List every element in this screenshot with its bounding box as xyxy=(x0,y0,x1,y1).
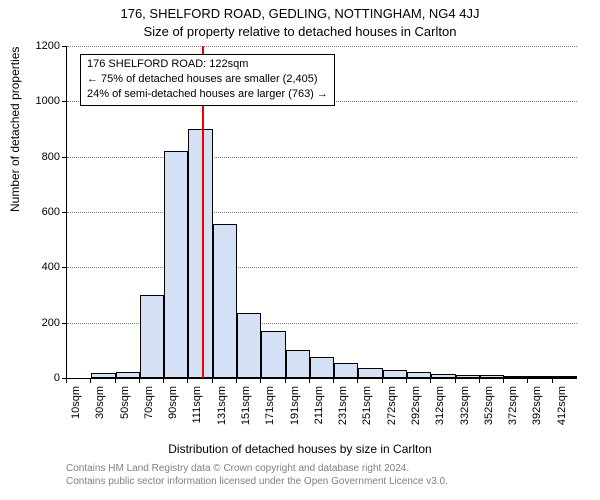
y-tick-label: 0 xyxy=(20,373,60,384)
histogram-bar xyxy=(188,129,212,378)
x-tick-label: 272sqm xyxy=(386,386,398,431)
x-tick-label: 352sqm xyxy=(483,386,495,431)
x-tick-mark xyxy=(260,379,261,383)
x-tick-mark xyxy=(115,379,116,383)
x-tick-mark xyxy=(455,379,456,383)
x-tick-mark xyxy=(236,379,237,383)
x-tick-mark xyxy=(552,379,553,383)
x-tick-label: 50sqm xyxy=(119,386,131,431)
histogram-bar xyxy=(91,373,115,378)
y-tick-mark xyxy=(62,323,66,324)
histogram-bar xyxy=(528,376,552,378)
histogram-bar xyxy=(286,350,310,378)
x-tick-label: 392sqm xyxy=(531,386,543,431)
histogram-bar xyxy=(213,224,237,378)
histogram-bar xyxy=(553,376,577,378)
y-tick-label: 400 xyxy=(20,262,60,273)
footer-attribution: Contains HM Land Registry data © Crown c… xyxy=(66,462,448,488)
y-tick-label: 1200 xyxy=(20,41,60,52)
chart-title-sub: Size of property relative to detached ho… xyxy=(0,24,600,39)
x-tick-label: 111sqm xyxy=(191,386,203,431)
footer-line-2: Contains public sector information licen… xyxy=(66,475,448,488)
x-tick-label: 211sqm xyxy=(313,386,325,431)
x-tick-label: 90sqm xyxy=(167,386,179,431)
histogram-bar xyxy=(237,313,261,378)
histogram-bar xyxy=(431,374,455,378)
histogram-bar xyxy=(504,376,528,378)
chart-title-main: 176, SHELFORD ROAD, GEDLING, NOTTINGHAM,… xyxy=(0,6,600,21)
gridline xyxy=(67,267,577,268)
gridline xyxy=(67,157,577,158)
y-tick-label: 200 xyxy=(20,318,60,329)
histogram-bar xyxy=(456,375,480,378)
x-tick-label: 171sqm xyxy=(264,386,276,431)
y-tick-label: 1000 xyxy=(20,96,60,107)
histogram-bar xyxy=(358,368,382,378)
annotation-line-2: ← 75% of detached houses are smaller (2,… xyxy=(87,72,328,87)
x-tick-mark xyxy=(503,379,504,383)
x-tick-mark xyxy=(527,379,528,383)
x-tick-mark xyxy=(139,379,140,383)
x-tick-mark xyxy=(212,379,213,383)
x-axis-label: Distribution of detached houses by size … xyxy=(0,442,600,456)
gridline xyxy=(67,212,577,213)
x-tick-label: 251sqm xyxy=(361,386,373,431)
x-tick-mark xyxy=(163,379,164,383)
x-tick-label: 30sqm xyxy=(94,386,106,431)
x-tick-mark xyxy=(309,379,310,383)
x-tick-label: 412sqm xyxy=(556,386,568,431)
footer-line-1: Contains HM Land Registry data © Crown c… xyxy=(66,462,448,475)
y-tick-label: 800 xyxy=(20,152,60,163)
x-tick-mark xyxy=(333,379,334,383)
y-tick-mark xyxy=(62,101,66,102)
y-tick-mark xyxy=(62,267,66,268)
annotation-line-1: 176 SHELFORD ROAD: 122sqm xyxy=(87,57,328,72)
x-tick-label: 332sqm xyxy=(459,386,471,431)
gridline xyxy=(67,46,577,47)
x-tick-label: 10sqm xyxy=(70,386,82,431)
x-tick-mark xyxy=(357,379,358,383)
x-tick-label: 292sqm xyxy=(410,386,422,431)
annotation-line-3: 24% of semi-detached houses are larger (… xyxy=(87,87,328,102)
histogram-bar xyxy=(310,357,334,378)
x-tick-mark xyxy=(430,379,431,383)
x-tick-label: 70sqm xyxy=(143,386,155,431)
histogram-bar xyxy=(140,295,164,378)
x-tick-label: 312sqm xyxy=(434,386,446,431)
y-tick-mark xyxy=(62,46,66,47)
x-tick-label: 231sqm xyxy=(337,386,349,431)
x-tick-label: 131sqm xyxy=(216,386,228,431)
histogram-bar xyxy=(116,372,140,378)
x-tick-mark xyxy=(382,379,383,383)
x-tick-mark xyxy=(66,379,67,383)
x-tick-label: 151sqm xyxy=(240,386,252,431)
x-tick-mark xyxy=(90,379,91,383)
y-tick-mark xyxy=(62,212,66,213)
histogram-bar xyxy=(164,151,188,378)
annotation-box: 176 SHELFORD ROAD: 122sqm ← 75% of detac… xyxy=(80,54,335,106)
histogram-bar xyxy=(334,363,358,378)
histogram-bar xyxy=(407,372,431,378)
histogram-bar xyxy=(261,331,285,378)
x-tick-mark xyxy=(406,379,407,383)
y-tick-label: 600 xyxy=(20,207,60,218)
y-axis-label: Number of detached properties xyxy=(8,47,22,212)
histogram-bar xyxy=(383,370,407,378)
x-tick-mark xyxy=(187,379,188,383)
histogram-bar xyxy=(480,375,504,378)
y-tick-mark xyxy=(62,157,66,158)
x-tick-label: 191sqm xyxy=(289,386,301,431)
x-tick-mark xyxy=(479,379,480,383)
x-tick-mark xyxy=(285,379,286,383)
x-tick-label: 372sqm xyxy=(507,386,519,431)
